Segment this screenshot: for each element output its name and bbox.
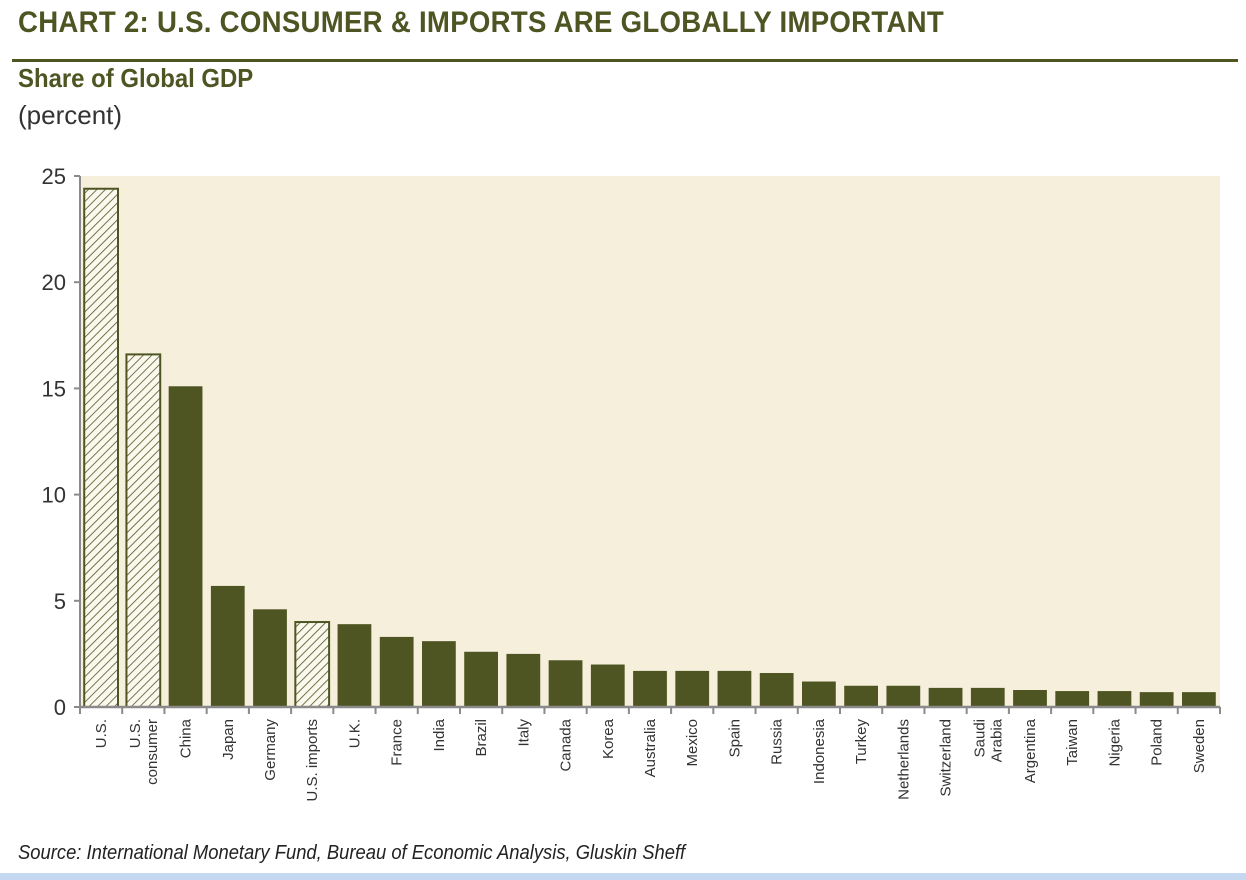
x-tick-label: China [178, 718, 195, 758]
chart-subtitle: Share of Global GDP [18, 63, 254, 93]
x-tick-label: Mexico [684, 719, 701, 767]
y-tick-label: 5 [54, 589, 66, 614]
title-divider [12, 59, 1238, 62]
bar-u-k [337, 624, 372, 707]
bar-india [422, 641, 456, 707]
bar-argentina [1013, 690, 1047, 707]
bar-japan [210, 585, 245, 707]
bar-series [83, 187, 1216, 709]
bar-switzerland [928, 687, 963, 707]
x-tick-label: Sweden [1191, 719, 1208, 773]
x-tick-label: Nigeria [1106, 718, 1123, 766]
bar-saudi-arabia [970, 687, 1005, 707]
bar-nigeria [1097, 691, 1132, 707]
x-tick-label: Taiwan [1064, 719, 1081, 766]
y-tick-label: 25 [42, 164, 66, 189]
bar-sweden [1182, 692, 1216, 707]
source-note: Source: International Monetary Fund, Bur… [18, 842, 686, 864]
bar-germany [253, 609, 287, 707]
y-tick-label: 20 [42, 270, 66, 295]
y-tick-label: 0 [54, 695, 66, 720]
x-tick-label: Netherlands [895, 719, 912, 800]
bar-brazil [464, 651, 498, 707]
y-axis: 0 5 10 15 20 25 [42, 164, 81, 720]
x-tick-label: France [389, 719, 406, 766]
x-tick-label: Switzerland [938, 719, 955, 797]
x-tick-label: U.S. [93, 719, 110, 748]
bar-u-s-consumer [125, 353, 162, 709]
bar-poland [1139, 692, 1174, 707]
x-tick-label: Australia [642, 718, 659, 777]
x-tick-label: U.S. imports [304, 719, 321, 802]
bar-taiwan [1055, 691, 1090, 707]
bar-u-s [83, 187, 119, 708]
bar-u-s-imports [294, 621, 331, 709]
x-tick-label: Germany [262, 719, 279, 781]
x-tick-label: U.K. [346, 719, 363, 748]
x-tick-label: SaudiArabia [971, 718, 1005, 762]
x-tick-label: India [431, 718, 448, 751]
window-bottom-edge [0, 873, 1246, 880]
x-tick-label: Brazil [473, 719, 490, 757]
bar-france [379, 636, 414, 707]
x-tick-label: Poland [1149, 719, 1166, 766]
bar-chart: 0 5 10 15 20 25 U.S. U.S.consumer China Japan Ger… [42, 164, 1221, 802]
x-tick-label: Italy [515, 719, 532, 747]
x-tick-label: Spain [726, 719, 743, 757]
bar-turkey [844, 685, 878, 707]
x-tick-label: Russia [769, 718, 786, 765]
plot-area [80, 176, 1220, 707]
chart-title: CHART 2: U.S. CONSUMER & IMPORTS ARE GLO… [18, 6, 945, 39]
x-tick-label: Turkey [853, 719, 870, 765]
bar-netherlands [886, 685, 921, 707]
bar-canada [548, 660, 583, 707]
bar-italy [506, 653, 541, 707]
bar-china [168, 386, 203, 707]
x-tick-label: Indonesia [811, 718, 828, 784]
x-tick-label: Argentina [1022, 718, 1039, 783]
bar-korea [590, 664, 625, 707]
bar-indonesia [802, 681, 836, 707]
chart-unit-label: (percent) [18, 100, 123, 130]
x-axis: U.S. U.S.consumer China Japan Germany U.S. im… [79, 705, 1221, 802]
bar-spain [717, 670, 752, 707]
x-tick-label: U.S.consumer [127, 719, 161, 785]
bar-russia [759, 673, 794, 707]
y-tick-label: 10 [42, 483, 66, 508]
bar-mexico [675, 670, 710, 707]
x-tick-label: Korea [600, 718, 617, 759]
bar-australia [633, 670, 667, 707]
y-tick-label: 15 [42, 376, 66, 401]
x-tick-label: Canada [558, 718, 575, 771]
x-tick-label: Japan [220, 719, 237, 760]
